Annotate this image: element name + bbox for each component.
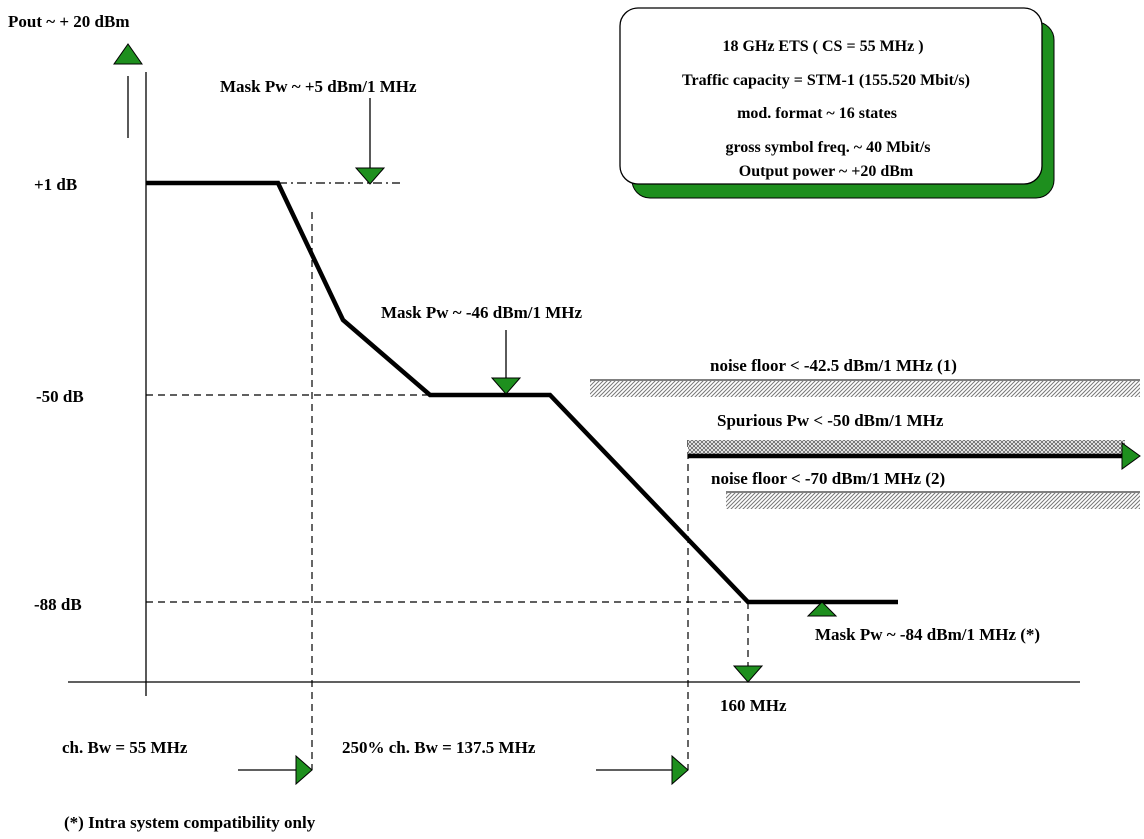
level-label-minus88: -88 dB (34, 595, 82, 614)
up-arrow-icon (113, 43, 143, 65)
right-arrow-icon (671, 754, 689, 786)
info-line-2: Traffic capacity = STM-1 (155.520 Mbit/s… (682, 72, 970, 89)
mask-pw-label-2: Mask Pw ~ -46 dBm/1 MHz (381, 303, 582, 322)
mask-pw-label-3: Mask Pw ~ -84 dBm/1 MHz (*) (815, 625, 1040, 644)
info-box: 18 GHz ETS ( CS = 55 MHz ) Traffic capac… (619, 7, 1055, 199)
info-line-1: 18 GHz ETS ( CS = 55 MHz ) (722, 38, 923, 55)
ch-bw-arrow (238, 754, 313, 786)
y-axis-title: Pout ~ + 20 dBm (8, 12, 129, 31)
level-label-minus50: -50 dB (36, 387, 84, 406)
bw-250-arrow (596, 754, 689, 786)
mask-arrow-1 (354, 98, 386, 185)
info-line-3: mod. format ~ 16 states (737, 105, 897, 122)
mask-arrow-2 (490, 330, 522, 395)
noise-floor-label-2: noise floor < -70 dBm/1 MHz (2) (711, 469, 945, 488)
noise-floor-2-band (726, 491, 1140, 509)
spectrum-mask-line (146, 180, 898, 605)
ch-bw-label: ch. Bw = 55 MHz (62, 738, 188, 757)
bw-250-label: 250% ch. Bw = 137.5 MHz (342, 738, 536, 757)
y-axis (113, 43, 147, 696)
right-arrow-icon (1121, 442, 1141, 470)
right-arrow-icon (295, 754, 313, 786)
level-label-plus1: +1 dB (34, 175, 77, 194)
noise-floor-1-band (590, 379, 1140, 397)
up-arrow-icon (806, 601, 838, 617)
spurious-band (688, 440, 1141, 470)
info-box-panel (619, 7, 1043, 185)
down-arrow-icon (354, 167, 386, 185)
mask-pw-label-1: Mask Pw ~ +5 dBm/1 MHz (220, 77, 417, 96)
info-line-5: Output power ~ +20 dBm (739, 163, 914, 180)
down-arrow-icon (732, 665, 764, 683)
reference-lines (146, 182, 749, 770)
x-point-label: 160 MHz (720, 696, 787, 715)
info-line-4: gross symbol freq. ~ 40 Mbit/s (725, 139, 930, 156)
spurious-label: Spurious Pw < -50 dBm/1 MHz (717, 411, 944, 430)
noise-floor-label-1: noise floor < -42.5 dBm/1 MHz (1) (710, 356, 957, 375)
down-arrow-icon (490, 377, 522, 395)
footnote: (*) Intra system compatibility only (64, 813, 316, 832)
